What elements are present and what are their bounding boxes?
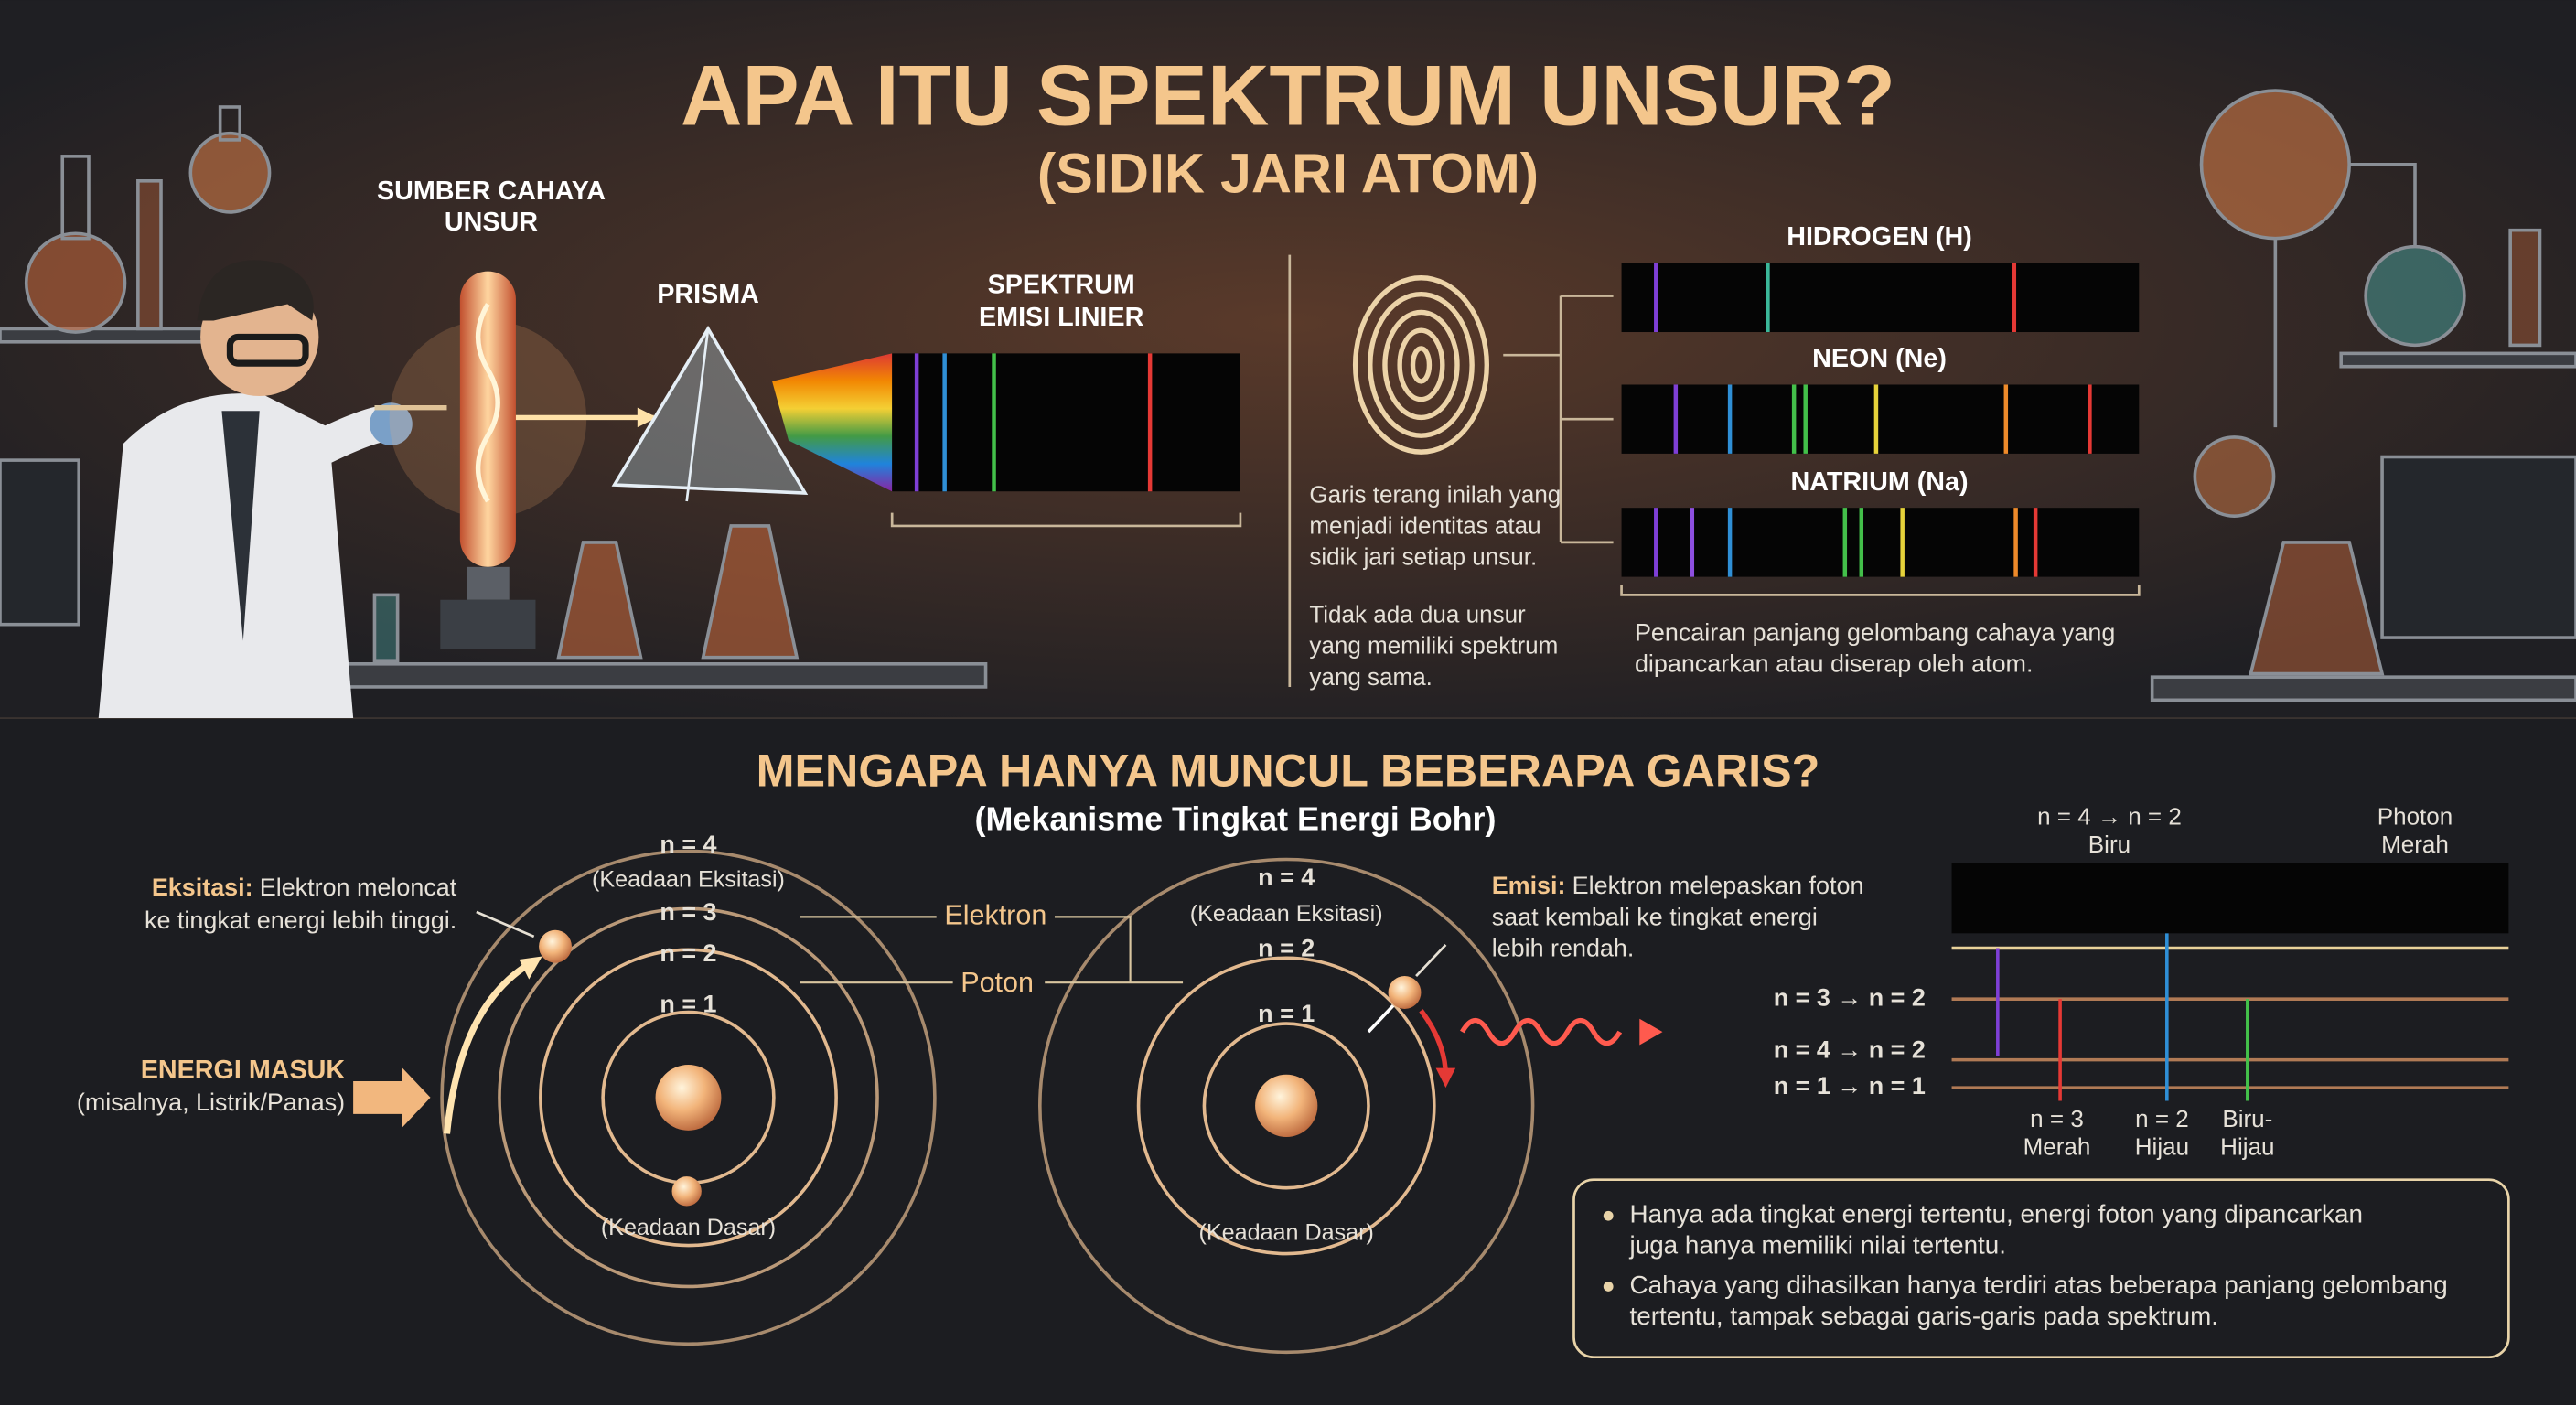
label: (Keadaan Eksitasi) xyxy=(592,866,785,892)
label: Garis terang inilah yang xyxy=(1309,480,1561,508)
note: Hanya ada tingkat energi tertentu, energ… xyxy=(1630,1200,2363,1228)
label: menjadi identitas atau xyxy=(1309,512,1540,540)
note: tertentu, tampak sebagai garis-garis pad… xyxy=(1630,1302,2218,1330)
label: ENERGI MASUK xyxy=(141,1056,346,1085)
element-spectrum xyxy=(1621,384,2140,454)
label: yang memiliki spektrum xyxy=(1309,632,1558,660)
label: (misalnya, Listrik/Panas) xyxy=(77,1089,345,1116)
label: Photon xyxy=(2377,802,2453,830)
label: n = 1 xyxy=(1258,1000,1315,1027)
description: Emisi: Elektron melepaskan foton xyxy=(1492,872,1864,899)
label: Hijau xyxy=(2135,1132,2189,1160)
label: Elektron xyxy=(944,899,1046,930)
bullet xyxy=(1603,1210,1614,1221)
label: Poton xyxy=(961,967,1034,998)
notes-box xyxy=(1572,1178,2510,1359)
label: Biru xyxy=(2088,831,2131,858)
subtitle: (SIDIK JARI ATOM) xyxy=(1037,142,1539,204)
label: n = 4 → n = 2 xyxy=(2037,802,2182,830)
label: dipancarkan atau diserap oleh atom. xyxy=(1635,650,2034,678)
fingerprint-icon xyxy=(1352,275,1489,455)
label: n = 1 xyxy=(660,990,716,1017)
description: lebih rendah. xyxy=(1492,934,1635,961)
lab-decoration xyxy=(0,89,2576,702)
label: SUMBER CAHAYA xyxy=(377,177,606,206)
element-spectrum xyxy=(1621,508,2140,577)
label: EMISI LINIER xyxy=(979,303,1144,332)
description-text: Elektron melepaskan foton xyxy=(1572,872,1864,899)
element-name: NEON (Ne) xyxy=(1812,344,1947,373)
description-text: Elektron meloncat xyxy=(260,874,457,901)
label: n = 3 → n = 2 xyxy=(1774,983,1926,1011)
label: Merah xyxy=(2381,831,2449,858)
label: Biru- xyxy=(2222,1105,2272,1132)
label: (Keadaan Eksitasi) xyxy=(1190,901,1383,927)
label: n = 4 xyxy=(1258,863,1315,891)
connector xyxy=(800,916,1184,984)
description-label: Eksitasi: xyxy=(152,874,253,901)
light-source xyxy=(389,271,658,649)
description: saat kembali ke tingkat energi xyxy=(1492,903,1818,930)
bullet xyxy=(1603,1282,1614,1292)
label: UNSUR xyxy=(445,208,538,237)
element-spectrum xyxy=(1621,263,2140,333)
energy-level-diagram xyxy=(1951,863,2509,1101)
description: Eksitasi: Elektron meloncat xyxy=(152,874,457,901)
note: Cahaya yang dihasilkan hanya terdiri ata… xyxy=(1630,1271,2448,1299)
spectrum xyxy=(890,353,1242,528)
label: n = 2 xyxy=(660,939,716,967)
label: Tidak ada dua unsur xyxy=(1309,601,1526,628)
label: n = 1 → n = 1 xyxy=(1774,1072,1926,1099)
label: yang sama. xyxy=(1309,663,1433,691)
description-label: Emisi: xyxy=(1492,872,1566,899)
label: PRISMA xyxy=(657,280,759,309)
scientist xyxy=(98,260,447,719)
label: n = 3 xyxy=(2030,1105,2084,1132)
label: n = 4 → n = 2 xyxy=(1774,1036,1926,1064)
label: Hijau xyxy=(2220,1132,2274,1160)
bracket xyxy=(1620,585,2141,596)
label: sidik jari setiap unsur. xyxy=(1309,543,1537,571)
atom-right xyxy=(1038,857,1663,1355)
bracket xyxy=(1503,295,1614,544)
label: n = 2 xyxy=(1258,934,1315,961)
label: n = 4 xyxy=(660,831,716,858)
description: ke tingkat energi lebih tinggi. xyxy=(145,906,456,934)
element-name: HIDROGEN (H) xyxy=(1787,222,1972,252)
label: SPEKTRUM xyxy=(988,270,1135,299)
label: n = 2 xyxy=(2135,1105,2189,1132)
label: Merah xyxy=(2023,1132,2091,1160)
top-panel xyxy=(0,0,2576,719)
section-title: MENGAPA HANYA MUNCUL BEBERAPA GARIS? xyxy=(757,744,1820,796)
note: juga hanya memiliki nilai tertentu. xyxy=(1629,1231,2006,1260)
title: APA ITU SPEKTRUM UNSUR? xyxy=(681,47,1895,143)
label: Pencairan panjang gelombang cahaya yang xyxy=(1635,619,2115,647)
prism xyxy=(611,325,893,502)
label: (Keadaan Dasar) xyxy=(601,1215,776,1240)
label: n = 3 xyxy=(660,898,716,926)
atom-left xyxy=(353,849,937,1346)
label: (Keadaan Dasar) xyxy=(1199,1220,1374,1246)
element-name: NATRIUM (Na) xyxy=(1790,467,1968,497)
section-subtitle: (Mekanisme Tingkat Energi Bohr) xyxy=(975,800,1497,838)
